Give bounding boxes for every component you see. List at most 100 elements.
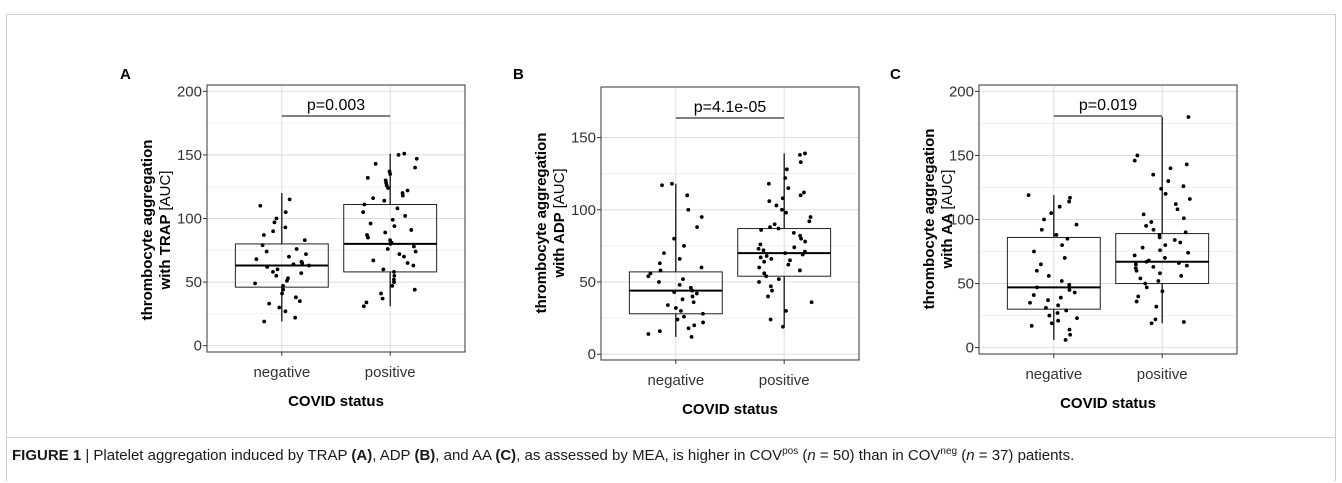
data-point bbox=[1058, 295, 1063, 300]
data-point bbox=[809, 300, 814, 305]
data-point bbox=[392, 273, 397, 278]
data-point bbox=[1067, 282, 1072, 287]
data-point bbox=[392, 270, 396, 274]
data-point bbox=[780, 207, 784, 212]
data-point bbox=[277, 305, 282, 310]
data-point bbox=[1034, 268, 1039, 273]
caption-text-3: , and AA bbox=[435, 447, 496, 464]
p-value-label: p=0.003 bbox=[307, 97, 365, 114]
data-point bbox=[383, 178, 388, 183]
caption-ref-c: (C) bbox=[495, 447, 517, 464]
data-point bbox=[662, 251, 666, 256]
data-point bbox=[1138, 276, 1143, 281]
data-point bbox=[371, 258, 376, 263]
data-point bbox=[1172, 238, 1177, 242]
data-point bbox=[1166, 179, 1171, 183]
caption-text-5: ( bbox=[798, 447, 808, 464]
caption-ref-b: (B) bbox=[414, 447, 436, 464]
data-point bbox=[1175, 207, 1180, 212]
data-point bbox=[397, 252, 402, 256]
data-point bbox=[1149, 220, 1154, 224]
y-tick-label: 50 bbox=[185, 274, 202, 291]
data-point bbox=[382, 198, 387, 203]
data-point bbox=[658, 268, 663, 273]
data-point bbox=[677, 256, 682, 261]
data-point bbox=[1157, 232, 1162, 237]
data-point bbox=[261, 233, 266, 237]
data-point bbox=[1184, 162, 1189, 167]
data-point bbox=[1054, 232, 1059, 237]
data-point bbox=[1046, 298, 1050, 303]
data-point bbox=[413, 165, 417, 170]
data-point bbox=[699, 265, 704, 270]
data-point bbox=[283, 225, 288, 230]
data-point bbox=[1154, 304, 1159, 309]
y-tick-label: 100 bbox=[949, 212, 974, 229]
data-point bbox=[1067, 288, 1072, 292]
data-point bbox=[767, 199, 772, 204]
data-point bbox=[764, 254, 769, 258]
data-point bbox=[294, 295, 298, 300]
data-point bbox=[803, 151, 807, 156]
data-point bbox=[1151, 172, 1156, 177]
panel-a: A 0 50 100 150 200 negative positive COVID statu… bbox=[120, 66, 466, 410]
data-point bbox=[380, 296, 385, 301]
data-point bbox=[1168, 166, 1173, 171]
data-point bbox=[400, 191, 405, 195]
data-point bbox=[677, 282, 682, 287]
data-point bbox=[1059, 279, 1064, 283]
data-point bbox=[756, 246, 761, 251]
data-point bbox=[361, 210, 366, 215]
data-point bbox=[758, 242, 763, 247]
data-point bbox=[798, 233, 803, 238]
data-point bbox=[646, 332, 651, 336]
y-tick-label: 0 bbox=[966, 340, 974, 357]
data-point bbox=[272, 220, 277, 225]
data-point bbox=[1136, 294, 1141, 299]
data-point bbox=[768, 317, 773, 322]
data-point bbox=[686, 207, 691, 212]
data-point bbox=[1158, 271, 1162, 276]
y-axis-label: thrombocyte aggregationwith AA [AUC] bbox=[921, 129, 956, 310]
data-point bbox=[1032, 249, 1036, 254]
data-point bbox=[365, 175, 370, 180]
data-point bbox=[757, 265, 762, 270]
data-point bbox=[414, 156, 419, 161]
data-point bbox=[405, 188, 410, 193]
data-point bbox=[275, 267, 280, 272]
data-point bbox=[798, 193, 803, 198]
data-point bbox=[774, 203, 779, 208]
data-point bbox=[395, 206, 400, 211]
data-point bbox=[1134, 299, 1139, 304]
data-point bbox=[368, 221, 373, 226]
data-point bbox=[1074, 222, 1079, 227]
caption-text-2: , ADP bbox=[372, 447, 415, 464]
data-point bbox=[682, 243, 686, 248]
panel-letter: A bbox=[120, 66, 131, 83]
data-point bbox=[381, 267, 386, 272]
caption-ref-a: (A) bbox=[351, 447, 373, 464]
data-point bbox=[364, 300, 369, 305]
data-point bbox=[1181, 320, 1186, 324]
data-point bbox=[762, 271, 767, 276]
data-point bbox=[1068, 332, 1073, 337]
data-point bbox=[373, 161, 378, 166]
data-point bbox=[657, 329, 662, 334]
box-positive bbox=[1115, 233, 1210, 285]
data-point bbox=[297, 299, 302, 304]
data-point bbox=[762, 259, 767, 264]
data-point bbox=[1181, 184, 1186, 189]
data-point bbox=[686, 326, 691, 331]
data-point bbox=[759, 228, 764, 232]
figure-caption: FIGURE 1 | Platelet aggregation induced … bbox=[12, 446, 1332, 464]
data-point bbox=[784, 308, 788, 313]
caption-text-8: = 37) patients. bbox=[974, 447, 1075, 464]
data-point bbox=[766, 181, 771, 186]
data-point bbox=[798, 152, 802, 157]
data-point bbox=[379, 291, 383, 296]
data-point bbox=[1151, 264, 1156, 269]
data-point bbox=[701, 320, 705, 325]
data-point bbox=[1029, 323, 1034, 328]
data-point bbox=[761, 248, 766, 253]
data-point bbox=[402, 151, 407, 156]
